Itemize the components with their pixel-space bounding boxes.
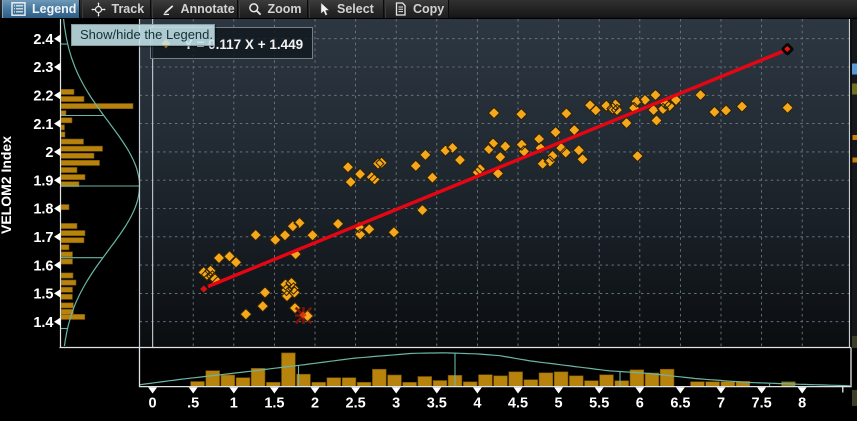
svg-text:7: 7 [717,396,725,412]
svg-text:6: 6 [636,396,644,412]
svg-text:2: 2 [45,145,53,161]
svg-text:2.2: 2.2 [33,89,53,105]
svg-text:2.5: 2.5 [346,396,366,412]
svg-text:5.5: 5.5 [589,396,609,412]
svg-text:2.1: 2.1 [33,117,53,133]
svg-text:4.5: 4.5 [508,396,528,412]
svg-text:2.4: 2.4 [33,32,53,48]
svg-text:4: 4 [473,396,481,412]
svg-text:2.3: 2.3 [33,60,53,76]
svg-text:7.5: 7.5 [752,396,772,412]
svg-text:1.8: 1.8 [33,202,53,218]
svg-text:3: 3 [392,396,400,412]
svg-text:1.7: 1.7 [33,230,53,246]
svg-text:1.6: 1.6 [33,258,53,274]
svg-text:1.5: 1.5 [33,287,53,303]
svg-text:2: 2 [311,396,319,412]
svg-text:.5: .5 [187,396,199,412]
svg-text:5: 5 [555,396,563,412]
svg-text:6.5: 6.5 [670,396,690,412]
svg-text:1: 1 [230,396,238,412]
svg-text:1.4: 1.4 [33,315,53,331]
svg-text:8: 8 [798,396,806,412]
svg-text:1.5: 1.5 [264,396,284,412]
svg-text:3.5: 3.5 [427,396,447,412]
svg-text:1.9: 1.9 [33,173,53,189]
svg-text:0: 0 [149,396,157,412]
svg-text:VELOM2 Index: VELOM2 Index [0,136,14,234]
